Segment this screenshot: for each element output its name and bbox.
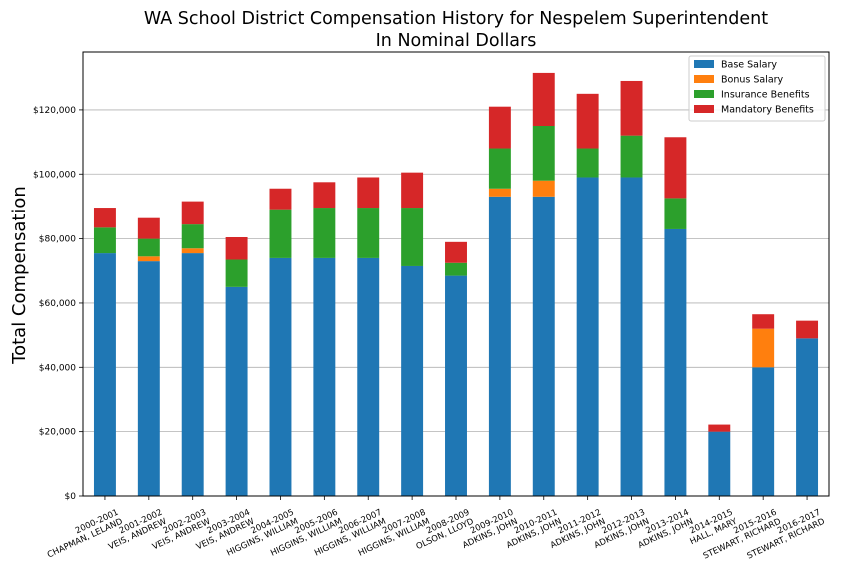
bar-segment: [181, 253, 204, 496]
y-axis-label: Total Compensation: [9, 186, 30, 365]
bar-segment: [445, 275, 467, 496]
bar-segment: [225, 237, 248, 260]
bar-segment: [796, 338, 819, 496]
legend-label: Base Salary: [721, 60, 777, 71]
bar-segment: [137, 261, 160, 496]
y-tick-label: $60,000: [39, 299, 76, 309]
bar-segment: [576, 93, 599, 149]
bar-segment: [313, 182, 336, 209]
chart-subtitle: In Nominal Dollars: [376, 31, 537, 51]
bars: [93, 72, 819, 497]
bar-segment: [664, 198, 687, 229]
y-tick-label: $100,000: [33, 170, 76, 180]
y-tick-label: $80,000: [39, 235, 76, 245]
legend-swatch: [694, 105, 714, 113]
bar-segment: [225, 286, 248, 496]
bar-segment: [269, 188, 292, 210]
y-tick-label: $120,000: [33, 106, 76, 116]
bar-segment: [445, 241, 467, 263]
legend-label: Insurance Benefits: [721, 90, 810, 101]
bar-segment: [269, 257, 292, 496]
legend-swatch: [694, 60, 714, 68]
chart-title: WA School District Compensation History …: [144, 9, 768, 29]
legend-swatch: [694, 75, 714, 83]
bar-segment: [357, 208, 380, 258]
y-tick-label: $40,000: [39, 363, 76, 373]
y-tick-label: $0: [65, 492, 77, 502]
bar-segment: [488, 148, 511, 189]
bar-segment: [181, 248, 204, 254]
bar-segment: [357, 177, 380, 209]
bar-segment: [445, 262, 467, 276]
bar-segment: [752, 328, 775, 368]
bar-segment: [532, 196, 555, 497]
bar-segment: [401, 265, 424, 496]
bar-segment: [576, 148, 599, 178]
bar-segment: [664, 228, 687, 496]
bar-segment: [401, 208, 424, 266]
bar-segment: [93, 208, 116, 228]
bar-segment: [752, 367, 775, 496]
bar-segment: [181, 224, 204, 249]
bar-segment: [488, 196, 511, 497]
bar-segment: [796, 320, 819, 339]
bar-segment: [620, 135, 643, 178]
legend-label: Mandatory Benefits: [721, 105, 814, 116]
bar-segment: [137, 238, 160, 257]
bar-segment: [269, 209, 292, 258]
y-axis-ticks: $0 $20,000 $40,000 $60,000 $80,000 $100,000 $1…: [33, 106, 83, 502]
bar-segment: [664, 137, 687, 199]
bar-segment: [488, 188, 511, 197]
bar-segment: [313, 208, 336, 258]
bar-segment: [181, 201, 204, 225]
legend: Base Salary Bonus Salary Insurance Benefit…: [688, 55, 826, 122]
bar-segment: [401, 172, 424, 209]
legend-swatch: [694, 90, 714, 98]
y-tick-label: $20,000: [39, 428, 76, 438]
legend-box: [688, 55, 826, 122]
bar-segment: [532, 180, 555, 197]
legend-label: Bonus Salary: [721, 75, 784, 86]
bar-segment: [313, 257, 336, 496]
bar-segment: [137, 217, 160, 239]
bar-segment: [708, 424, 731, 432]
bar-segment: [752, 314, 775, 329]
bar-segment: [532, 72, 555, 126]
bar-segment: [225, 259, 248, 287]
bar-segment: [488, 106, 511, 149]
bar-segment: [93, 227, 116, 254]
bar-segment: [620, 80, 643, 136]
bar-segment: [357, 257, 380, 496]
bar-segment: [532, 126, 555, 181]
bar-segment: [137, 256, 160, 262]
bar-segment: [620, 177, 643, 496]
bar-segment: [576, 177, 599, 496]
bar-segment: [708, 431, 731, 496]
bar-segment: [93, 253, 116, 496]
